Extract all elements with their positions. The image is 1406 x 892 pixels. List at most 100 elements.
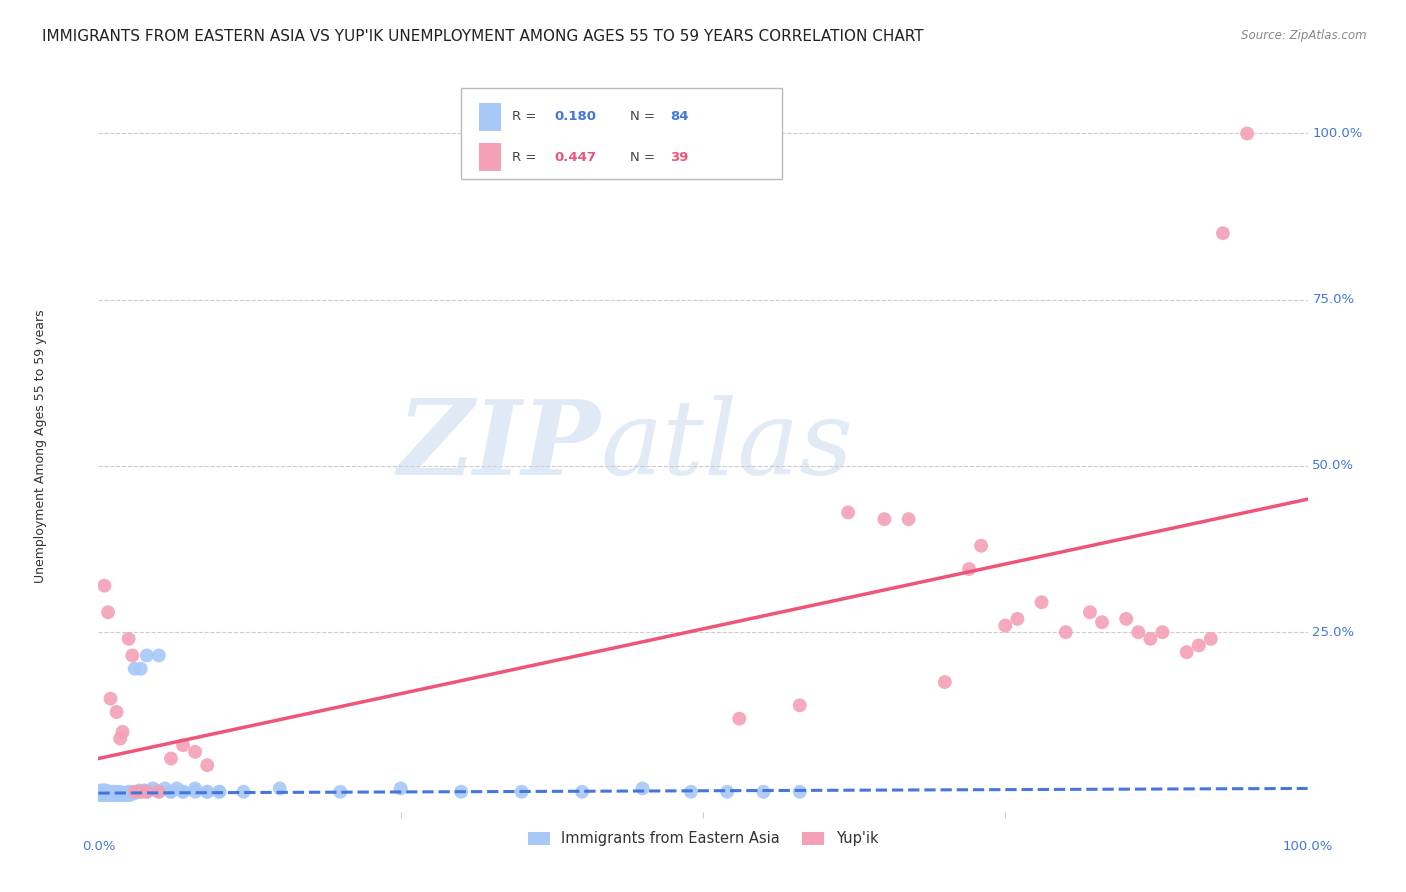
Point <box>160 785 183 799</box>
Point <box>184 785 207 799</box>
Point <box>1115 612 1137 626</box>
Point <box>184 745 207 759</box>
Point <box>571 785 593 799</box>
Text: ZIP: ZIP <box>398 395 600 497</box>
Text: 75.0%: 75.0% <box>1312 293 1354 306</box>
Point <box>232 785 254 799</box>
Point <box>135 785 157 799</box>
Point <box>121 648 143 663</box>
Point <box>108 788 131 802</box>
Point <box>166 781 188 796</box>
Point <box>679 785 702 799</box>
Text: R =: R = <box>512 111 540 123</box>
Text: atlas: atlas <box>600 395 853 497</box>
Point <box>100 691 122 706</box>
Point <box>110 786 132 800</box>
Point <box>90 786 112 800</box>
Text: IMMIGRANTS FROM EASTERN ASIA VS YUP'IK UNEMPLOYMENT AMONG AGES 55 TO 59 YEARS CO: IMMIGRANTS FROM EASTERN ASIA VS YUP'IK U… <box>42 29 924 44</box>
Point <box>389 781 412 796</box>
Point <box>96 788 118 802</box>
Point <box>97 605 120 619</box>
Point <box>1175 645 1198 659</box>
Point <box>91 783 114 797</box>
Point <box>450 785 472 799</box>
Point <box>117 788 139 802</box>
Point <box>129 785 152 799</box>
Point <box>994 618 1017 632</box>
Point <box>208 785 231 799</box>
Text: 100.0%: 100.0% <box>1312 127 1362 140</box>
Point <box>103 786 125 800</box>
Point <box>510 785 533 799</box>
Point <box>195 758 218 772</box>
Point <box>957 562 980 576</box>
Point <box>129 662 152 676</box>
Point <box>208 785 231 799</box>
Point <box>101 788 124 802</box>
Point <box>134 783 156 797</box>
Point <box>100 788 122 802</box>
Point <box>135 785 157 799</box>
Point <box>104 788 127 802</box>
Point <box>934 675 956 690</box>
Point <box>148 648 170 663</box>
Point <box>97 788 120 802</box>
Point <box>105 705 128 719</box>
Text: 50.0%: 50.0% <box>1312 459 1354 473</box>
Point <box>96 785 118 799</box>
Point <box>873 512 896 526</box>
Text: 84: 84 <box>671 111 689 123</box>
Text: 0.0%: 0.0% <box>82 839 115 853</box>
Point <box>1199 632 1222 646</box>
Point <box>195 785 218 799</box>
Point <box>94 783 117 797</box>
Point <box>111 725 134 739</box>
Point <box>148 785 170 799</box>
Point <box>153 781 176 796</box>
Point <box>897 512 920 526</box>
Point <box>114 788 136 802</box>
FancyBboxPatch shape <box>461 87 782 179</box>
Point <box>329 785 352 799</box>
Point <box>1007 612 1029 626</box>
Point <box>131 785 153 799</box>
Point <box>1054 625 1077 640</box>
Point <box>127 785 149 799</box>
Point <box>269 781 291 796</box>
Point <box>89 788 111 802</box>
Point <box>118 788 141 802</box>
Point <box>1236 127 1258 141</box>
Point <box>148 785 170 799</box>
Point <box>98 786 121 800</box>
Point <box>970 539 993 553</box>
Point <box>97 785 120 799</box>
Point <box>1031 595 1053 609</box>
Point <box>108 785 131 799</box>
Text: 0.180: 0.180 <box>554 111 596 123</box>
Point <box>94 786 117 800</box>
Text: 100.0%: 100.0% <box>1282 839 1333 853</box>
Point <box>107 785 129 799</box>
Point <box>104 785 127 799</box>
Point <box>124 785 146 799</box>
Point <box>195 785 218 799</box>
Point <box>1188 639 1211 653</box>
Point <box>1091 615 1114 630</box>
Point <box>172 785 194 799</box>
Point <box>118 785 141 799</box>
Point <box>172 785 194 799</box>
Point <box>160 751 183 765</box>
Point <box>1128 625 1150 640</box>
Text: R =: R = <box>512 151 540 163</box>
Point <box>728 712 751 726</box>
Point <box>145 783 167 797</box>
Text: N =: N = <box>630 111 659 123</box>
Point <box>111 788 134 802</box>
Point <box>752 785 775 799</box>
Point <box>91 785 114 799</box>
Point <box>631 781 654 796</box>
Point <box>124 662 146 676</box>
Point <box>100 786 122 800</box>
Point <box>100 788 122 802</box>
Point <box>142 781 165 796</box>
